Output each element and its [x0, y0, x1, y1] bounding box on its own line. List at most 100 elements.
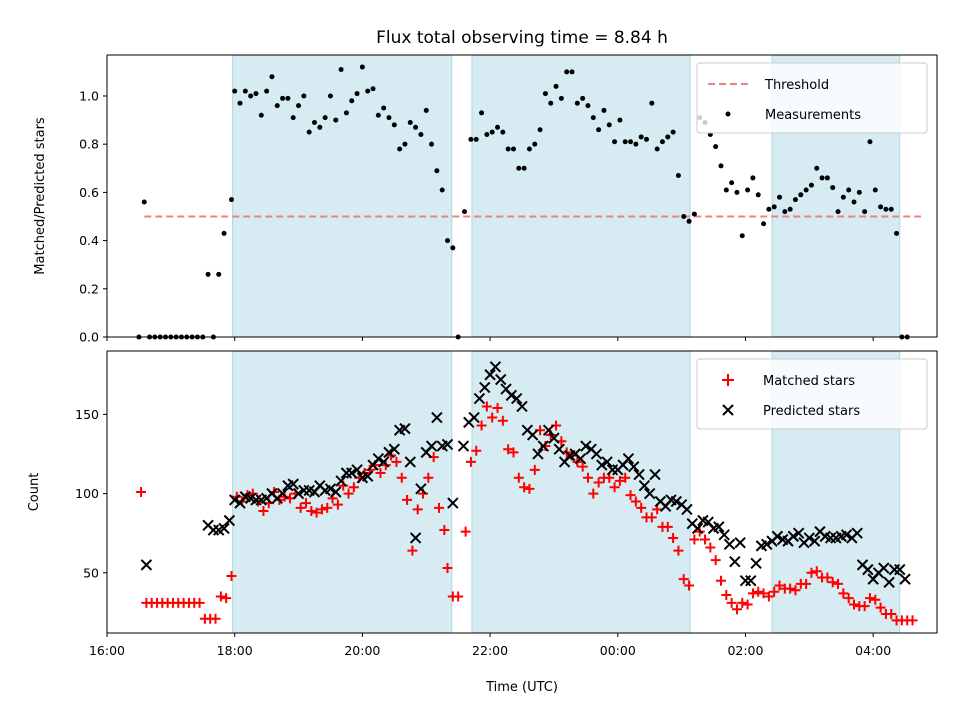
measurement-point [745, 187, 751, 193]
matched-star-point [442, 563, 453, 574]
predicted-star-point [713, 521, 725, 533]
matched-star-point [439, 525, 450, 536]
legend-matched-label: Matched stars [763, 374, 855, 389]
measurement-point [221, 230, 227, 236]
matched-star-point [875, 602, 886, 613]
measurement-point [450, 245, 456, 251]
matched-star-point [790, 585, 801, 596]
top-legend: Threshold Measurements [696, 62, 928, 134]
predicted-star-point [372, 453, 385, 465]
matched-star-point [588, 488, 599, 499]
measurement-point [439, 187, 445, 193]
matched-star-point [487, 412, 498, 423]
predicted-star-point [862, 563, 874, 576]
matched-star-point [423, 472, 434, 483]
measurement-point [580, 95, 586, 101]
measurement-point [216, 271, 222, 277]
matched-star-point [343, 488, 354, 499]
measurement-point [242, 88, 248, 94]
matched-star-point [689, 534, 700, 545]
matched-star-point [763, 591, 774, 602]
matched-star-point [465, 456, 476, 467]
top-panel: Flux total observing time = 8.84 h 0.00.… [33, 28, 938, 345]
measurement-point [296, 103, 302, 109]
measurement-point [617, 117, 623, 123]
legend-measurements-swatch [725, 111, 731, 117]
bottom-legend-box [696, 358, 928, 430]
predicted-star-point [223, 514, 236, 527]
measurement-point [862, 209, 868, 215]
predicted-star-point [622, 453, 635, 465]
predicted-star-point [808, 535, 821, 547]
measurement-point [777, 194, 783, 200]
predicted-star-point [228, 494, 241, 506]
measurement-point [479, 110, 485, 116]
measurement-point [468, 136, 474, 142]
measurement-point [622, 139, 628, 145]
top-y-tick-label: 1.0 [79, 88, 99, 103]
measurement-point [418, 132, 424, 138]
matched-star-point [316, 504, 327, 515]
predicted-star-point [771, 530, 784, 543]
predicted-star-point [351, 464, 363, 476]
x-tick-label: 22:00 [472, 643, 508, 658]
matched-star-point [827, 577, 838, 588]
top-axis-ticks: 0.0 0.2 0.4 0.6 0.8 1.0 [79, 88, 874, 345]
matched-star-point [300, 498, 311, 509]
predicted-star-point [787, 530, 800, 543]
measurement-point [229, 197, 234, 203]
matched-star-point [774, 580, 785, 591]
matched-star-point [620, 472, 631, 483]
measurement-point [521, 165, 527, 171]
measurement-point [354, 91, 360, 97]
predicted-star-point [649, 468, 661, 481]
top-y-tick-label: 0.6 [79, 185, 99, 200]
measurement-point [274, 103, 280, 109]
measurement-point [407, 119, 413, 125]
matched-star-point [412, 504, 423, 515]
x-tick-label: 18:00 [217, 643, 253, 658]
measurement-point [739, 233, 745, 239]
matched-star-point [593, 477, 604, 488]
measurement-point [750, 175, 756, 181]
bottom-y-tick-label: 100 [75, 486, 99, 501]
matched-star-point [843, 593, 854, 604]
predicted-star-point [761, 538, 773, 550]
predicted-star-point [878, 562, 890, 574]
predicted-star-point [548, 432, 560, 444]
matched-star-point [849, 599, 859, 610]
predicted-star-point [745, 575, 757, 587]
measurement-point [253, 91, 259, 97]
matched-star-point [838, 588, 849, 599]
legend-threshold-label: Threshold [764, 78, 829, 93]
predicted-star-point [415, 483, 427, 495]
matched-star-point [311, 507, 322, 518]
measurement-point [553, 83, 559, 89]
measurement-point [856, 189, 862, 195]
predicted-star-point [596, 459, 608, 471]
measurement-point [606, 122, 612, 128]
predicted-star-point [505, 389, 518, 402]
predicted-star-point [468, 411, 480, 424]
x-tick-label: 04:00 [855, 643, 891, 658]
measurement-point [638, 134, 644, 140]
measurement-point [888, 206, 894, 212]
predicted-star-point [425, 440, 438, 452]
measurement-point [729, 180, 735, 186]
measurement-point [878, 204, 884, 210]
measurement-point [665, 134, 671, 140]
matched-star-point [136, 487, 147, 497]
measurement-point [516, 165, 522, 171]
matched-star-point [870, 594, 881, 605]
matched-star-point [497, 415, 508, 426]
measurement-point [792, 197, 798, 203]
predicted-star-point [542, 424, 555, 436]
matched-star-point [221, 593, 232, 604]
predicted-star-point [287, 478, 299, 490]
predicted-star-point [537, 440, 549, 452]
measurement-point [691, 211, 697, 217]
bottom-plot-frame [106, 350, 938, 634]
matched-star-point [742, 599, 753, 610]
measurement-point [248, 93, 254, 99]
matched-star-point [194, 597, 205, 608]
